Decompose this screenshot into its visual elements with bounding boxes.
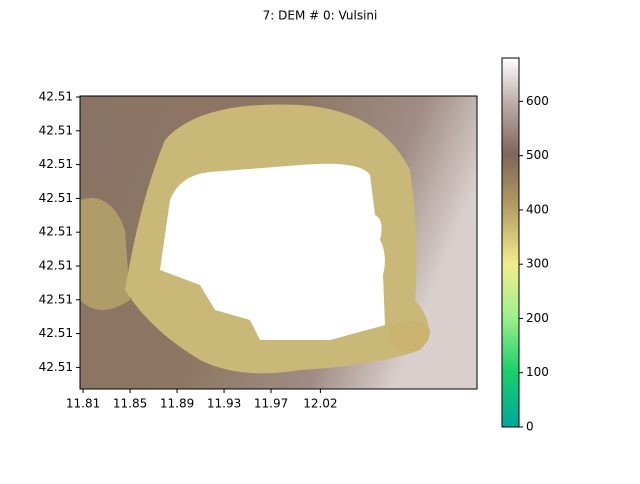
colorbar-tick-label: 0 xyxy=(526,420,534,434)
y-tick-label: 42.51 xyxy=(39,326,73,340)
y-tick-label: 42.51 xyxy=(39,123,73,137)
y-tick-label: 42.51 xyxy=(39,258,73,272)
y-tick-label: 42.51 xyxy=(39,157,73,171)
colorbar-tick-label: 500 xyxy=(526,148,549,162)
colorbar-tick-label: 600 xyxy=(526,94,549,108)
y-tick-label: 42.51 xyxy=(39,225,73,239)
colorbar-tick-label: 200 xyxy=(526,311,549,325)
x-tick-label: 11.97 xyxy=(254,397,288,411)
colorbar-tick-label: 300 xyxy=(526,257,549,271)
x-tick-label: 11.93 xyxy=(207,397,241,411)
x-tick-label: 11.81 xyxy=(66,397,100,411)
colorbar-tick-label: 100 xyxy=(526,365,549,379)
y-tick-label: 42.51 xyxy=(39,191,73,205)
x-tick-label: 11.89 xyxy=(160,397,194,411)
colorbar xyxy=(501,57,520,428)
chart-title: 7: DEM # 0: Vulsini xyxy=(263,9,378,23)
x-tick-label: 11.85 xyxy=(113,397,147,411)
dem-image xyxy=(80,96,477,389)
x-tick-label: 12.02 xyxy=(303,397,337,411)
y-tick-label: 42.51 xyxy=(39,360,73,374)
y-tick-label: 42.51 xyxy=(39,90,73,104)
plot-frame xyxy=(79,95,478,390)
y-tick-label: 42.51 xyxy=(39,292,73,306)
colorbar-tick-label: 400 xyxy=(526,202,549,216)
